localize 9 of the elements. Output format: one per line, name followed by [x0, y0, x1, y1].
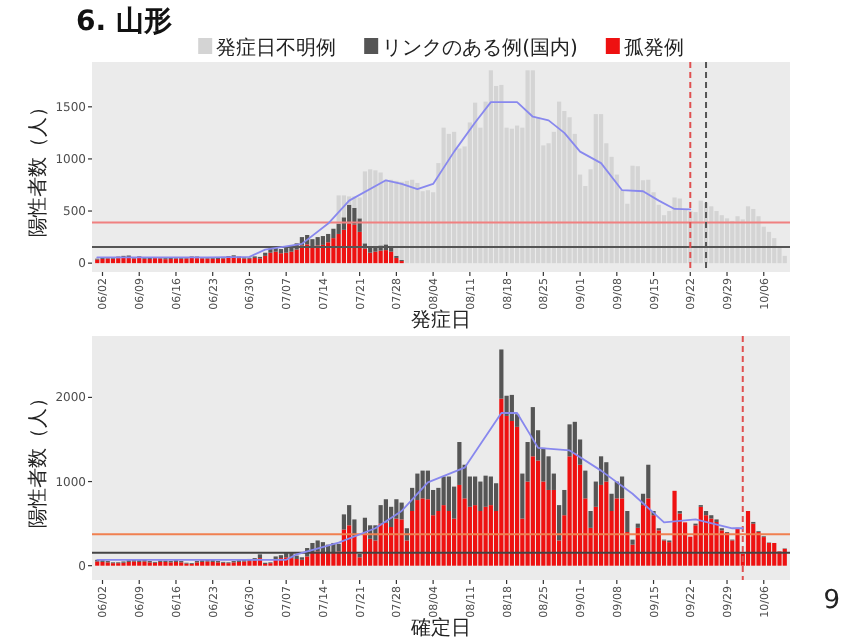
x-axis-title: 確定日 — [409, 616, 471, 640]
chart-title: 6. 山形 — [76, 6, 172, 38]
x-axis-title: 発症日 — [411, 308, 471, 332]
legend-label: リンクのある例(国内) — [382, 36, 578, 60]
legend-label: 孤発例 — [623, 36, 684, 60]
y-axis-title: 陽性者数（人） — [26, 388, 50, 528]
legend-label: 発症日不明例 — [216, 36, 337, 60]
text: 9 — [823, 586, 840, 616]
y-axis-title: 陽性者数（人） — [26, 97, 50, 237]
